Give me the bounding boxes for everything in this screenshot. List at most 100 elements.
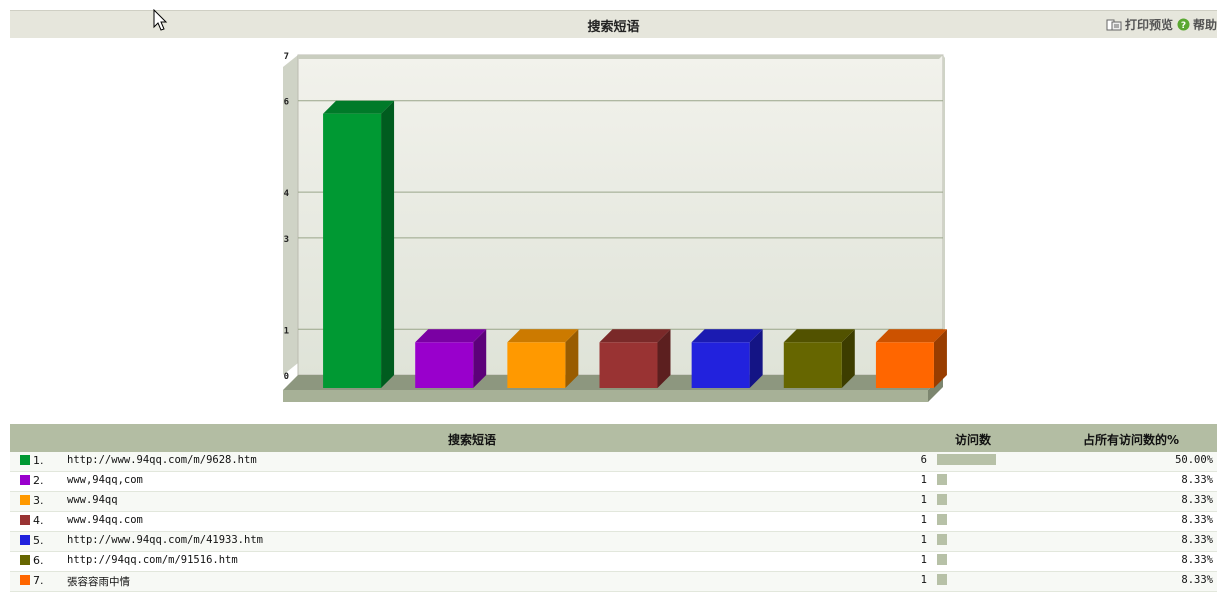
row-count: 1	[920, 534, 927, 546]
bar-side	[473, 329, 487, 388]
svg-text:?: ?	[1181, 21, 1186, 31]
row-percent: 8.33%	[1181, 534, 1213, 546]
color-swatch	[20, 515, 30, 525]
row-percent: 8.33%	[1181, 574, 1213, 586]
print-preview-icon	[1106, 19, 1122, 30]
table-header: 搜索短语 访问数 占所有访问数的%	[10, 424, 1217, 452]
y-tick-label: 1	[284, 326, 289, 336]
row-rank: 4.	[33, 514, 44, 527]
help-link[interactable]: ? 帮助	[1177, 16, 1217, 33]
row-visit-bar	[937, 494, 947, 505]
row-count: 1	[920, 474, 927, 486]
color-swatch	[20, 555, 30, 565]
bar-front	[875, 342, 934, 388]
bar-side	[565, 329, 579, 388]
bar	[875, 329, 947, 388]
row-visit-bar	[937, 574, 947, 585]
row-rank: 7.	[33, 574, 44, 587]
bar-top	[691, 329, 763, 343]
y-tick-label: 3	[284, 235, 289, 245]
row-phrase: http://www.94qq.com/m/41933.htm	[67, 534, 263, 546]
bar	[599, 329, 671, 388]
row-count: 1	[920, 574, 927, 586]
bar-top	[323, 100, 395, 114]
y-tick-label: 6	[284, 98, 289, 108]
bar-chart: 0 1 3 4 6 7	[283, 52, 947, 402]
table-row: 7. 張容容雨中情 1 8.33%	[10, 572, 1217, 592]
row-count: 1	[920, 494, 927, 506]
bar-top	[599, 329, 671, 343]
row-phrase: www.94qq	[67, 494, 118, 506]
row-percent: 8.33%	[1181, 474, 1213, 486]
y-tick-label: 7	[284, 52, 289, 62]
bar-front	[783, 342, 842, 388]
row-phrase: 張容容雨中情	[67, 576, 130, 588]
row-rank: 5.	[33, 534, 44, 547]
bar-side	[749, 329, 763, 388]
row-percent: 8.33%	[1181, 514, 1213, 526]
bar-top	[875, 329, 947, 343]
floor-front	[283, 390, 928, 402]
title-bar: 搜索短语 打印预览 ? 帮助	[10, 10, 1217, 38]
row-phrase: www,94qq,com	[67, 474, 143, 486]
table-row: 3. www.94qq 1 8.33%	[10, 492, 1217, 512]
bar	[415, 329, 487, 388]
row-visit-bar	[937, 474, 947, 485]
help-label: 帮助	[1192, 18, 1217, 32]
table-row: 1. http://www.94qq.com/m/9628.htm 6 50.00%	[10, 452, 1217, 472]
row-phrase: www.94qq.com	[67, 514, 143, 526]
table-row: 4. www.94qq.com 1 8.33%	[10, 512, 1217, 532]
bar	[691, 329, 763, 388]
table-row: 5. http://www.94qq.com/m/41933.htm 1 8.33%	[10, 532, 1217, 552]
color-swatch	[20, 575, 30, 585]
row-percent: 8.33%	[1181, 554, 1213, 566]
y-tick-label: 4	[284, 189, 290, 199]
row-rank: 2.	[33, 474, 44, 487]
page-title: 搜索短语	[587, 20, 640, 35]
bar-top	[783, 329, 855, 343]
print-preview-label: 打印预览	[1124, 18, 1173, 32]
bar	[323, 100, 395, 388]
help-icon: ?	[1177, 18, 1190, 31]
plot-side-wall	[283, 55, 298, 375]
color-swatch	[20, 475, 30, 485]
bar-top	[507, 329, 579, 343]
bar-front	[323, 113, 382, 388]
color-swatch	[20, 455, 30, 465]
row-count: 1	[920, 514, 927, 526]
row-rank: 1.	[33, 454, 44, 467]
bar-top	[415, 329, 487, 343]
bar-side	[841, 329, 855, 388]
bar-front	[415, 342, 474, 388]
row-rank: 3.	[33, 494, 44, 507]
row-visit-bar	[937, 514, 947, 525]
bar-side	[657, 329, 671, 388]
plot-back-wall	[297, 54, 944, 376]
print-preview-link[interactable]: 打印预览	[1106, 16, 1173, 33]
header-percent: 占所有访问数的%	[1083, 433, 1180, 447]
row-percent: 50.00%	[1175, 454, 1213, 466]
table-body: 1. http://www.94qq.com/m/9628.htm 6 50.00% 2…	[10, 452, 1217, 592]
row-visit-bar	[937, 554, 947, 565]
bar-side	[381, 100, 395, 388]
mouse-cursor-icon	[153, 9, 168, 31]
bar-front	[599, 342, 658, 388]
color-swatch	[20, 495, 30, 505]
row-percent: 8.33%	[1181, 494, 1213, 506]
plot-top-edge	[298, 55, 943, 59]
phrase-table: 搜索短语 访问数 占所有访问数的% 1. http://www.94qq.com/…	[10, 424, 1217, 592]
row-phrase: http://94qq.com/m/91516.htm	[67, 554, 238, 566]
plot-right-edge	[943, 55, 945, 375]
row-count: 6	[920, 454, 927, 466]
table-row: 2. www,94qq,com 1 8.33%	[10, 472, 1217, 492]
y-tick-label: 0	[284, 372, 289, 382]
bar	[507, 329, 579, 388]
toolbar: 打印预览 ? 帮助	[1106, 16, 1217, 33]
row-count: 1	[920, 554, 927, 566]
row-rank: 6.	[33, 554, 44, 567]
row-visit-bar	[937, 534, 947, 545]
header-phrase: 搜索短语	[448, 433, 497, 447]
bar-front	[507, 342, 566, 388]
bar	[783, 329, 855, 388]
row-phrase: http://www.94qq.com/m/9628.htm	[67, 454, 257, 466]
